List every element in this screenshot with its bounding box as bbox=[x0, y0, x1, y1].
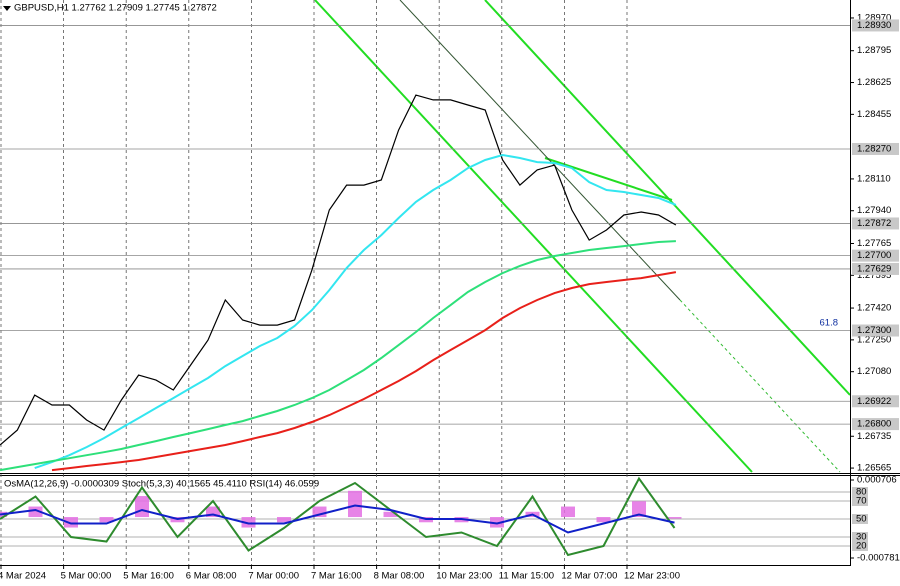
osma-bar bbox=[490, 517, 504, 528]
series-line bbox=[51, 271, 677, 472]
x-tick-label: 5 Mar 00:00 bbox=[61, 571, 112, 582]
price-label: 1.27872 bbox=[857, 218, 891, 229]
price-label-box bbox=[852, 262, 899, 275]
y-tick-label: 1.28795 bbox=[857, 45, 891, 56]
y-tick-label: 1.26735 bbox=[857, 431, 891, 442]
price-label-box bbox=[852, 418, 899, 431]
price-label: 1.26922 bbox=[857, 396, 891, 407]
osma-bar bbox=[596, 517, 611, 523]
y2-tick-label: 30 bbox=[856, 532, 867, 543]
price-label: 1.26800 bbox=[857, 419, 891, 430]
osma-bar bbox=[348, 490, 362, 518]
y-tick-label: 1.27595 bbox=[857, 270, 891, 281]
level-label-box bbox=[852, 496, 868, 506]
series-line bbox=[0, 94, 677, 446]
y2-tick-label: 80 bbox=[856, 487, 867, 498]
y-tick-label: 1.28110 bbox=[857, 173, 891, 184]
price-label-box bbox=[852, 217, 899, 230]
price-label-box bbox=[852, 324, 899, 337]
channel-line bbox=[544, 157, 673, 201]
price-label: 1.27300 bbox=[857, 325, 891, 336]
x-tick-label: 7 Mar 00:00 bbox=[248, 571, 299, 582]
level-label-box bbox=[852, 487, 868, 497]
menu-arrow[interactable] bbox=[3, 6, 11, 11]
osma-bar bbox=[277, 517, 291, 523]
y-tick-label: 1.27940 bbox=[857, 205, 891, 216]
x-tick-label: 6 Mar 08:00 bbox=[186, 571, 237, 582]
y2-tick-label: 70 bbox=[856, 496, 867, 507]
series-line bbox=[0, 476, 676, 557]
price-label-box bbox=[852, 249, 899, 262]
osma-bar bbox=[64, 517, 78, 528]
series-line bbox=[34, 153, 677, 470]
y-tick-label: 1.27250 bbox=[857, 334, 891, 345]
x-tick-label: 10 Mar 23:00 bbox=[436, 571, 492, 582]
osma-bar bbox=[28, 506, 43, 518]
y-tick-label: -0.000781 bbox=[857, 553, 900, 564]
trend-line bbox=[399, 0, 681, 301]
x-tick-label: 5 Mar 16:00 bbox=[123, 571, 174, 582]
price-label: 1.27700 bbox=[857, 250, 891, 261]
x-tick-label: 11 Mar 15:00 bbox=[499, 571, 554, 582]
price-label-box bbox=[852, 142, 899, 155]
osma-bar bbox=[206, 506, 220, 518]
series-line bbox=[0, 240, 676, 472]
x-tick-label: 12 Mar 23:00 bbox=[624, 571, 680, 582]
series-line bbox=[0, 504, 675, 534]
y2-tick-label: 50 bbox=[856, 514, 867, 525]
price-label-box bbox=[852, 395, 899, 408]
y-tick-label: 0.000706 bbox=[857, 475, 897, 486]
y-tick-label: 1.28970 bbox=[857, 12, 891, 23]
fib-label: 61.8 bbox=[820, 318, 839, 329]
level-label-box bbox=[852, 514, 868, 524]
osma-bar bbox=[383, 511, 398, 518]
y2-tick-label: 20 bbox=[856, 541, 867, 552]
x-tick-label: 8 Mar 08:00 bbox=[374, 571, 425, 582]
price-label: 1.28930 bbox=[857, 20, 891, 31]
osma-bar bbox=[241, 517, 256, 528]
chart-title: GBPUSD,H1 1.27762 1.27909 1.27745 1.2787… bbox=[14, 3, 217, 14]
x-tick-label: 7 Mar 16:00 bbox=[311, 571, 362, 582]
y-tick-label: 1.28625 bbox=[857, 77, 891, 88]
y-tick-label: 1.28455 bbox=[857, 109, 891, 120]
price-label: 1.27629 bbox=[857, 263, 891, 274]
y-tick-label: 1.27765 bbox=[857, 238, 891, 249]
x-tick-label: 4 Mar 2024 bbox=[0, 571, 46, 582]
level-label-box bbox=[852, 541, 868, 551]
osma-bar bbox=[667, 517, 682, 519]
osma-bar bbox=[99, 517, 114, 523]
level-label-box bbox=[852, 532, 868, 542]
osma-bar bbox=[632, 501, 646, 518]
y-tick-label: 1.27080 bbox=[857, 366, 891, 377]
osma-bar bbox=[312, 506, 327, 518]
x-tick-label: 12 Mar 07:00 bbox=[561, 571, 617, 582]
price-label: 1.28270 bbox=[857, 143, 891, 154]
osma-bar bbox=[135, 496, 149, 518]
indicator-title: OsMA(12,26,9) -0.0000309 Stoch(5,3,3) 40… bbox=[4, 479, 319, 490]
y-tick-label: 1.27420 bbox=[857, 303, 891, 314]
price-label-box bbox=[852, 19, 899, 32]
osma-bar bbox=[561, 506, 575, 518]
y-tick-label: 1.26565 bbox=[857, 463, 891, 474]
channel-line bbox=[314, 0, 753, 473]
